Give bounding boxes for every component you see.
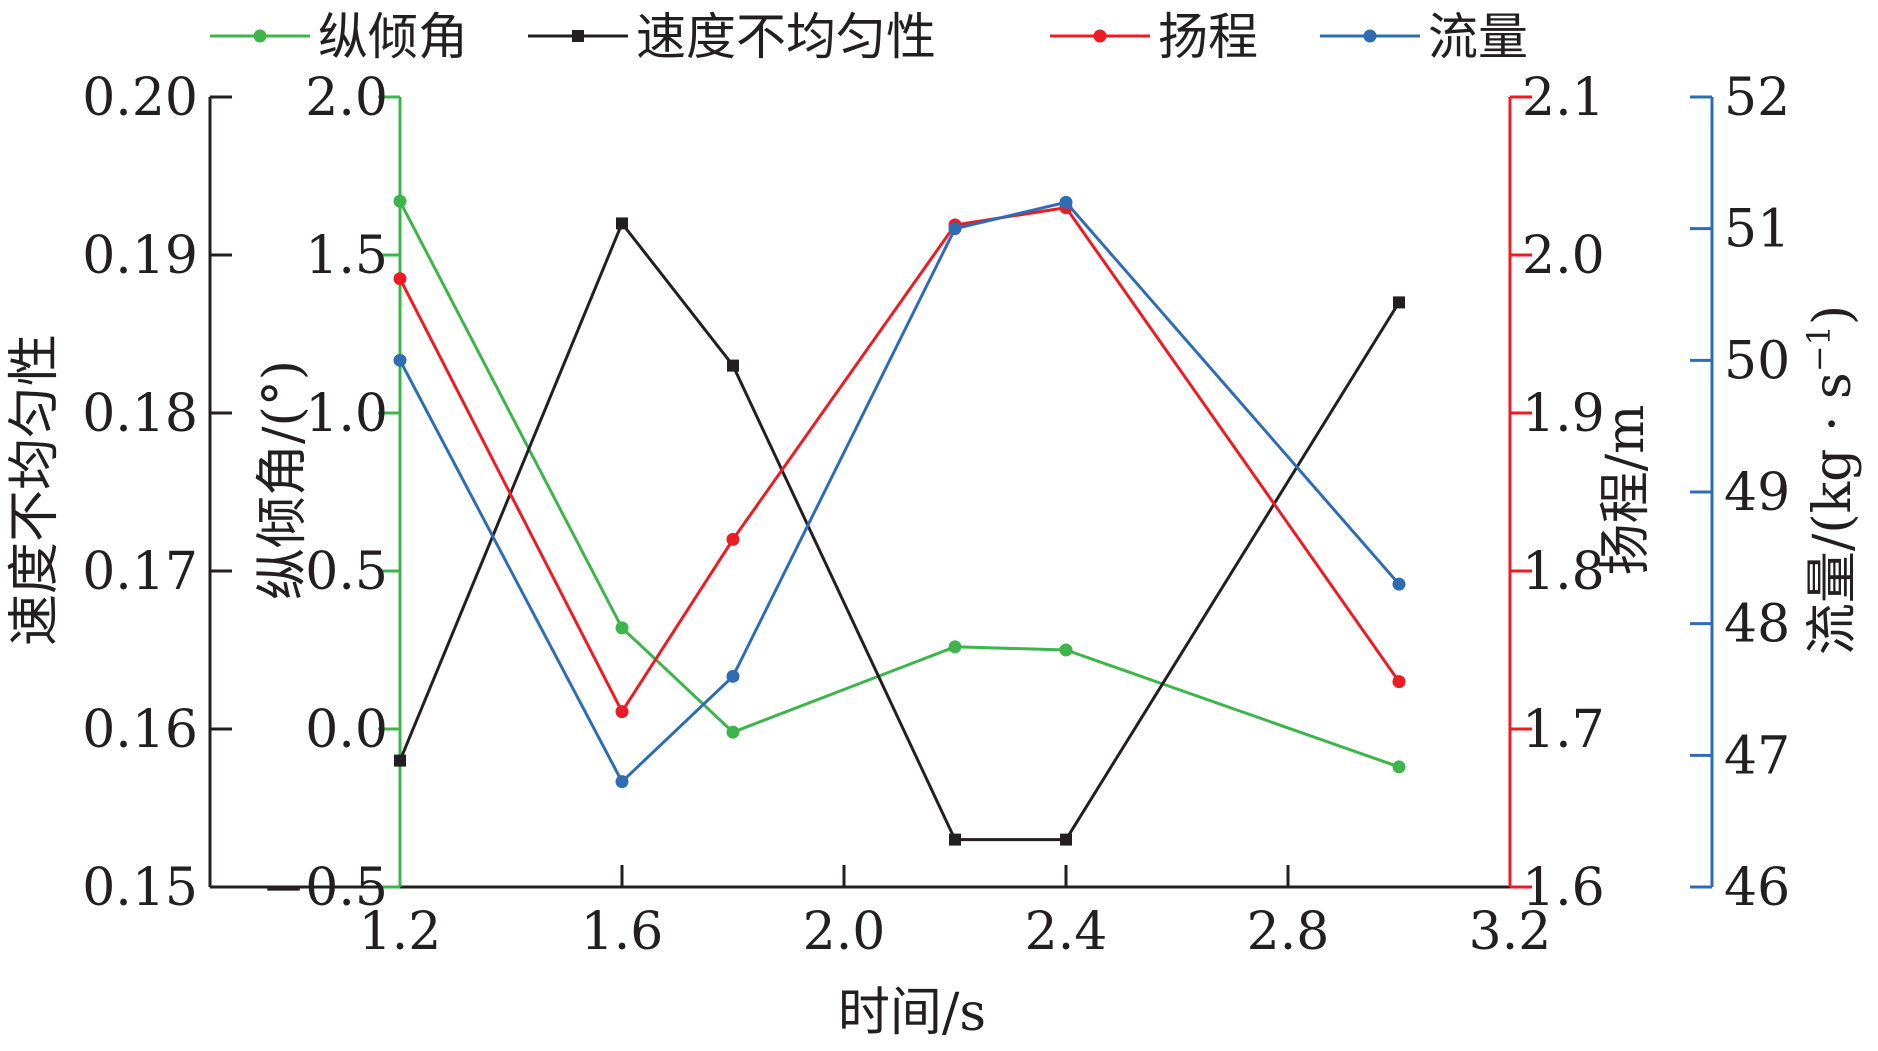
head-tick-label: 2.1 [1522,68,1605,128]
data-point-flow [1392,577,1406,591]
series-line-head [398,205,1401,715]
legend-label-flow: 流量 [1428,8,1528,66]
legend-marker-uniformity [572,30,584,42]
pitch-tick-label: 1.5 [305,226,388,286]
uniformity-tick-label: 0.19 [82,226,198,286]
uniformity-tick-label: 0.20 [82,68,198,128]
legend-marker-pitch [253,29,267,43]
flow-tick-label: 46 [1724,858,1790,918]
pitch-tick-label: 1.0 [305,384,388,444]
flow-axis-title: 流量/(kg · s−1) [1800,305,1863,655]
legend-label-head: 扬程 [1158,8,1258,66]
head-tick-label: 1.7 [1522,700,1605,760]
data-point-head [393,272,407,286]
x-tick-label: 3.2 [1469,902,1552,962]
data-point-pitch [393,194,407,208]
x-tick-label: 2.0 [803,902,886,962]
data-point-flow [393,353,407,367]
data-point-pitch [1059,643,1073,657]
data-point-pitch [1392,760,1406,774]
data-point-pitch [615,621,629,635]
data-point-head [726,532,740,546]
data-point-uniformity [616,217,628,230]
head-axis-title: 扬程/m [1596,405,1656,576]
data-point-flow [1059,195,1073,209]
flow-axis-title-close: ) [1803,305,1863,325]
data-point-head [1392,675,1406,689]
pitch-tick-label: −0.5 [262,858,388,918]
flow-tick-label: 48 [1724,595,1790,655]
data-point-flow [726,669,740,683]
data-point-pitch [726,725,740,739]
uniformity-axis-title: 速度不均匀性 [5,334,65,646]
x-axis-title: 时间/s [838,983,986,1043]
flow-tick-label: 49 [1724,463,1790,523]
series-line-uniformity [398,220,1401,842]
head-tick-label: 2.0 [1522,226,1605,286]
data-point-uniformity [394,754,406,767]
x-tick-label: 1.2 [359,902,442,962]
legend-label-pitch: 纵倾角 [318,8,468,66]
uniformity-tick-label: 0.16 [82,700,198,760]
pitch-tick-label: 2.0 [305,68,388,128]
flow-tick-label: 52 [1724,68,1790,128]
head-tick-label: 1.6 [1522,858,1605,918]
legend-marker-flow [1363,29,1377,43]
data-point-uniformity [727,359,739,372]
pitch-axis-title: 纵倾角/(°) [253,360,313,600]
legend-marker-head [1093,29,1107,43]
series-line-pitch [398,200,1400,769]
data-point-head [615,705,629,719]
legend-label-uniformity: 速度不均匀性 [636,8,936,66]
flow-axis-title-superscript: −1 [1800,325,1838,372]
x-tick-label: 2.8 [1247,902,1330,962]
data-point-flow [615,775,629,789]
uniformity-tick-label: 0.15 [82,858,198,918]
head-tick-label: 1.8 [1522,542,1605,602]
series-line-flow [398,200,1401,785]
data-point-flow [948,222,962,236]
flow-tick-label: 50 [1724,331,1790,391]
x-tick-label: 1.6 [581,902,664,962]
flow-tick-label: 47 [1724,726,1790,786]
data-point-uniformity [1393,296,1405,309]
flow-tick-label: 51 [1724,200,1790,260]
uniformity-tick-label: 0.18 [82,384,198,444]
pitch-tick-label: 0.5 [305,542,388,602]
x-tick-label: 2.4 [1025,902,1108,962]
uniformity-tick-label: 0.17 [82,542,198,602]
flow-axis-title-main: 流量/(kg · s [1803,372,1863,655]
data-point-uniformity [949,833,961,846]
head-tick-label: 1.9 [1522,384,1605,444]
data-point-uniformity [1060,833,1072,846]
data-point-pitch [948,640,962,654]
pitch-tick-label: 0.0 [305,700,388,760]
